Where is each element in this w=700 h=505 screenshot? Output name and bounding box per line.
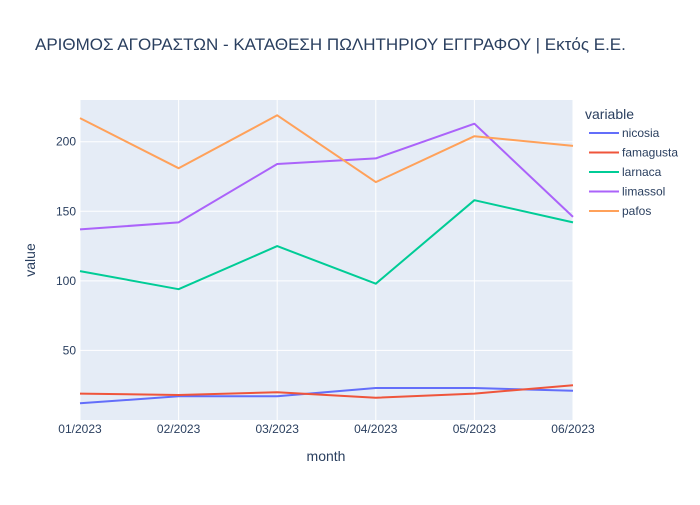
x-axis-label: month xyxy=(307,448,346,464)
legend-label-nicosia: nicosia xyxy=(622,126,660,140)
legend-title: variable xyxy=(585,106,634,122)
series-line-pafos xyxy=(79,114,574,184)
x-tick-label: 03/2023 xyxy=(256,422,300,436)
grid-lines xyxy=(79,100,574,420)
legend: nicosia famagusta larnaca limassol pafos xyxy=(589,126,678,218)
y-tick-label: 200 xyxy=(56,135,76,149)
series-line-nicosia xyxy=(79,387,574,405)
chart-title: ΑΡΙΘΜΟΣ ΑΓΟΡΑΣΤΩΝ - ΚΑΤΑΘΕΣΗ ΠΩΛΗΤΗΡΙΟΥ … xyxy=(35,35,626,54)
legend-label-pafos: pafos xyxy=(622,204,651,218)
tick-labels: 01/2023 02/2023 03/2023 04/2023 05/2023 06/20… xyxy=(56,135,595,436)
y-axis-label: value xyxy=(22,243,38,277)
y-tick-label: 150 xyxy=(56,204,76,218)
series-line-limassol xyxy=(79,122,574,231)
series-lines xyxy=(79,114,574,405)
y-tick-label: 100 xyxy=(56,274,76,288)
x-tick-label: 02/2023 xyxy=(157,422,201,436)
plot-area xyxy=(80,100,573,420)
y-tick-label: 50 xyxy=(63,343,77,357)
legend-label-limassol: limassol xyxy=(622,185,665,199)
x-tick-label: 04/2023 xyxy=(354,422,398,436)
x-tick-label: 05/2023 xyxy=(453,422,497,436)
legend-label-larnaca: larnaca xyxy=(622,165,662,179)
x-tick-label: 01/2023 xyxy=(58,422,102,436)
series-line-famagusta xyxy=(79,384,574,399)
series-line-larnaca xyxy=(79,199,574,291)
x-tick-label: 06/2023 xyxy=(551,422,595,436)
legend-label-famagusta: famagusta xyxy=(622,146,678,160)
